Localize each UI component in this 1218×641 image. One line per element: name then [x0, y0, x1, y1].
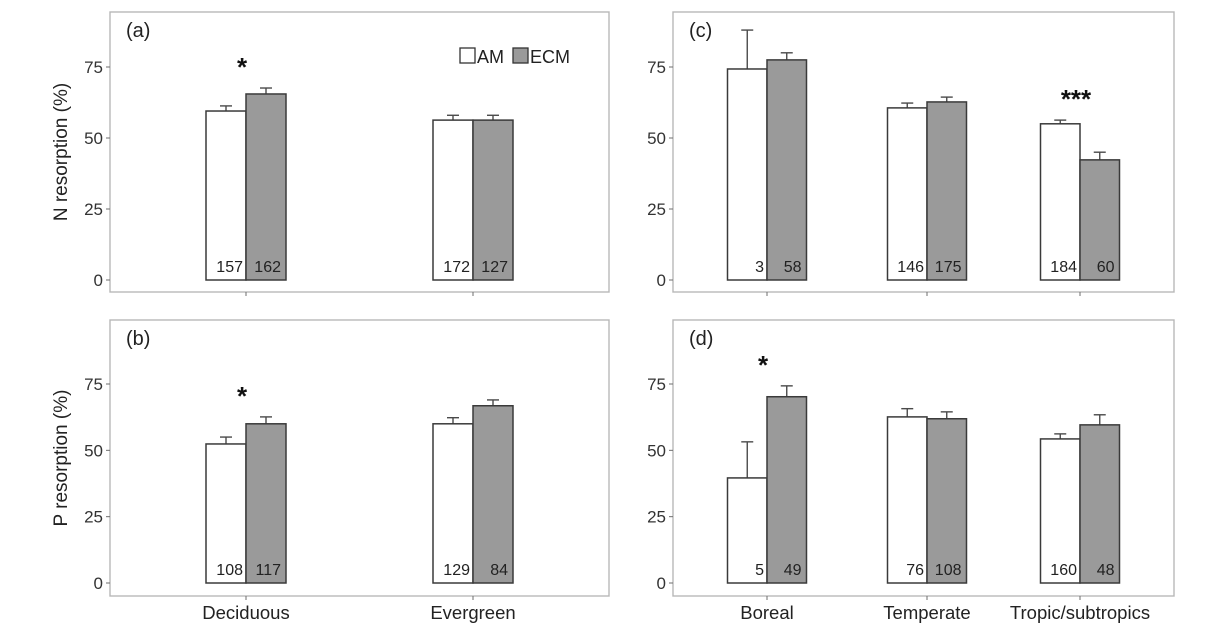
sample-size-label: 129: [443, 562, 470, 579]
bar-ecm: [472, 119, 514, 281]
sample-size-label: 127: [481, 259, 508, 276]
bar-am: [205, 443, 247, 584]
category-group-0: 157 162 *: [205, 52, 287, 281]
x-tick-label: Evergreen: [430, 602, 515, 623]
legend-swatch-am: [459, 47, 476, 64]
category-group-1: 146 175: [886, 96, 968, 281]
sample-size-label: 76: [906, 562, 924, 579]
panel-c: (c) 0 25 50 75 3 58 146 175 184 60 ***: [647, 11, 1175, 296]
sample-size-label: 146: [897, 259, 924, 276]
sample-size-label: 184: [1050, 259, 1077, 276]
bar-am: [205, 110, 247, 281]
significance-marker: ***: [1061, 84, 1092, 114]
bar-ecm: [1079, 159, 1121, 281]
bar-am: [432, 423, 474, 584]
bar-ecm: [926, 418, 968, 584]
sample-size-label: 60: [1097, 259, 1115, 276]
bar-ecm: [766, 59, 808, 281]
y-tick-label: 25: [647, 508, 666, 527]
y-tick-label: 0: [94, 574, 103, 593]
category-group-2: 160 48: [1039, 414, 1121, 584]
sample-size-label: 157: [216, 259, 243, 276]
bar-ecm: [1079, 424, 1121, 584]
sample-size-label: 5: [755, 562, 764, 579]
y-axis-label: P resorption (%): [51, 390, 72, 527]
y-tick-label: 50: [84, 129, 103, 148]
x-tick-label: Temperate: [883, 602, 970, 623]
sample-size-label: 108: [935, 562, 962, 579]
sample-size-label: 49: [784, 562, 802, 579]
y-tick-label: 0: [94, 271, 103, 290]
sample-size-label: 117: [255, 562, 281, 579]
sample-size-label: 162: [254, 259, 281, 276]
category-group-1: 129 84: [432, 399, 514, 584]
category-group-1: 172 127: [432, 114, 514, 281]
sample-size-label: 172: [443, 259, 470, 276]
sample-size-label: 3: [755, 259, 764, 276]
bar-am: [886, 416, 928, 584]
bar-ecm: [472, 405, 514, 584]
bar-am: [726, 68, 768, 281]
y-tick-label: 0: [657, 574, 666, 593]
y-tick-label: 25: [84, 200, 103, 219]
bar-am: [1039, 123, 1081, 281]
y-tick-label: 50: [84, 441, 103, 460]
bar-ecm: [245, 423, 287, 584]
x-tick-label: Tropic/subtropics: [1010, 602, 1150, 623]
legend-label-am: AM: [477, 47, 504, 67]
y-axis-label: N resorption (%): [51, 83, 72, 221]
significance-marker: *: [237, 52, 248, 82]
category-group-1: 76 108: [886, 407, 968, 584]
bar-am: [1039, 438, 1081, 584]
legend-swatch-ecm: [512, 47, 529, 64]
panel-label: (b): [126, 328, 150, 350]
panel-label: (a): [126, 20, 150, 42]
bar-am: [886, 107, 928, 281]
category-group-0: 108 117 *: [205, 381, 287, 584]
category-group-0: 5 49 *: [726, 350, 808, 584]
significance-marker: *: [758, 350, 769, 380]
category-group-0: 3 58: [726, 29, 808, 281]
y-tick-label: 25: [647, 200, 666, 219]
y-tick-label: 50: [647, 129, 666, 148]
y-tick-label: 50: [647, 441, 666, 460]
y-tick-label: 75: [647, 375, 666, 394]
x-tick-label: Deciduous: [202, 602, 289, 623]
panel-frame: [109, 319, 610, 597]
bar-ecm: [766, 395, 808, 584]
panel-d: (d) 0 25 50 75 Boreal 5 49 * Temperate 76 108 Tropic…: [647, 319, 1175, 623]
y-tick-label: 25: [84, 508, 103, 527]
panel-a: (a) 0 25 50 75 N resorption (%) 157 162 * 172 127 A…: [51, 11, 610, 296]
y-tick-label: 75: [84, 375, 103, 394]
bar-am: [726, 477, 768, 584]
bar-ecm: [926, 101, 968, 281]
sample-size-label: 175: [935, 259, 962, 276]
legend-label-ecm: ECM: [530, 47, 570, 67]
y-tick-label: 75: [647, 58, 666, 77]
sample-size-label: 160: [1050, 562, 1077, 579]
sample-size-label: 58: [784, 259, 802, 276]
panel-label: (c): [689, 20, 712, 42]
bar-am: [432, 119, 474, 281]
y-tick-label: 75: [84, 58, 103, 77]
significance-marker: *: [237, 381, 248, 411]
bar-ecm: [245, 93, 287, 281]
sample-size-label: 108: [216, 562, 243, 579]
category-group-2: 184 60 ***: [1039, 84, 1121, 281]
panel-b: (b) 0 25 50 75 P resorption (%) Deciduous 108 11…: [51, 319, 610, 623]
sample-size-label: 84: [490, 562, 508, 579]
x-tick-label: Boreal: [740, 602, 793, 623]
panel-label: (d): [689, 328, 713, 350]
y-tick-label: 0: [657, 271, 666, 290]
sample-size-label: 48: [1097, 562, 1115, 579]
legend: AM ECM: [459, 47, 570, 67]
